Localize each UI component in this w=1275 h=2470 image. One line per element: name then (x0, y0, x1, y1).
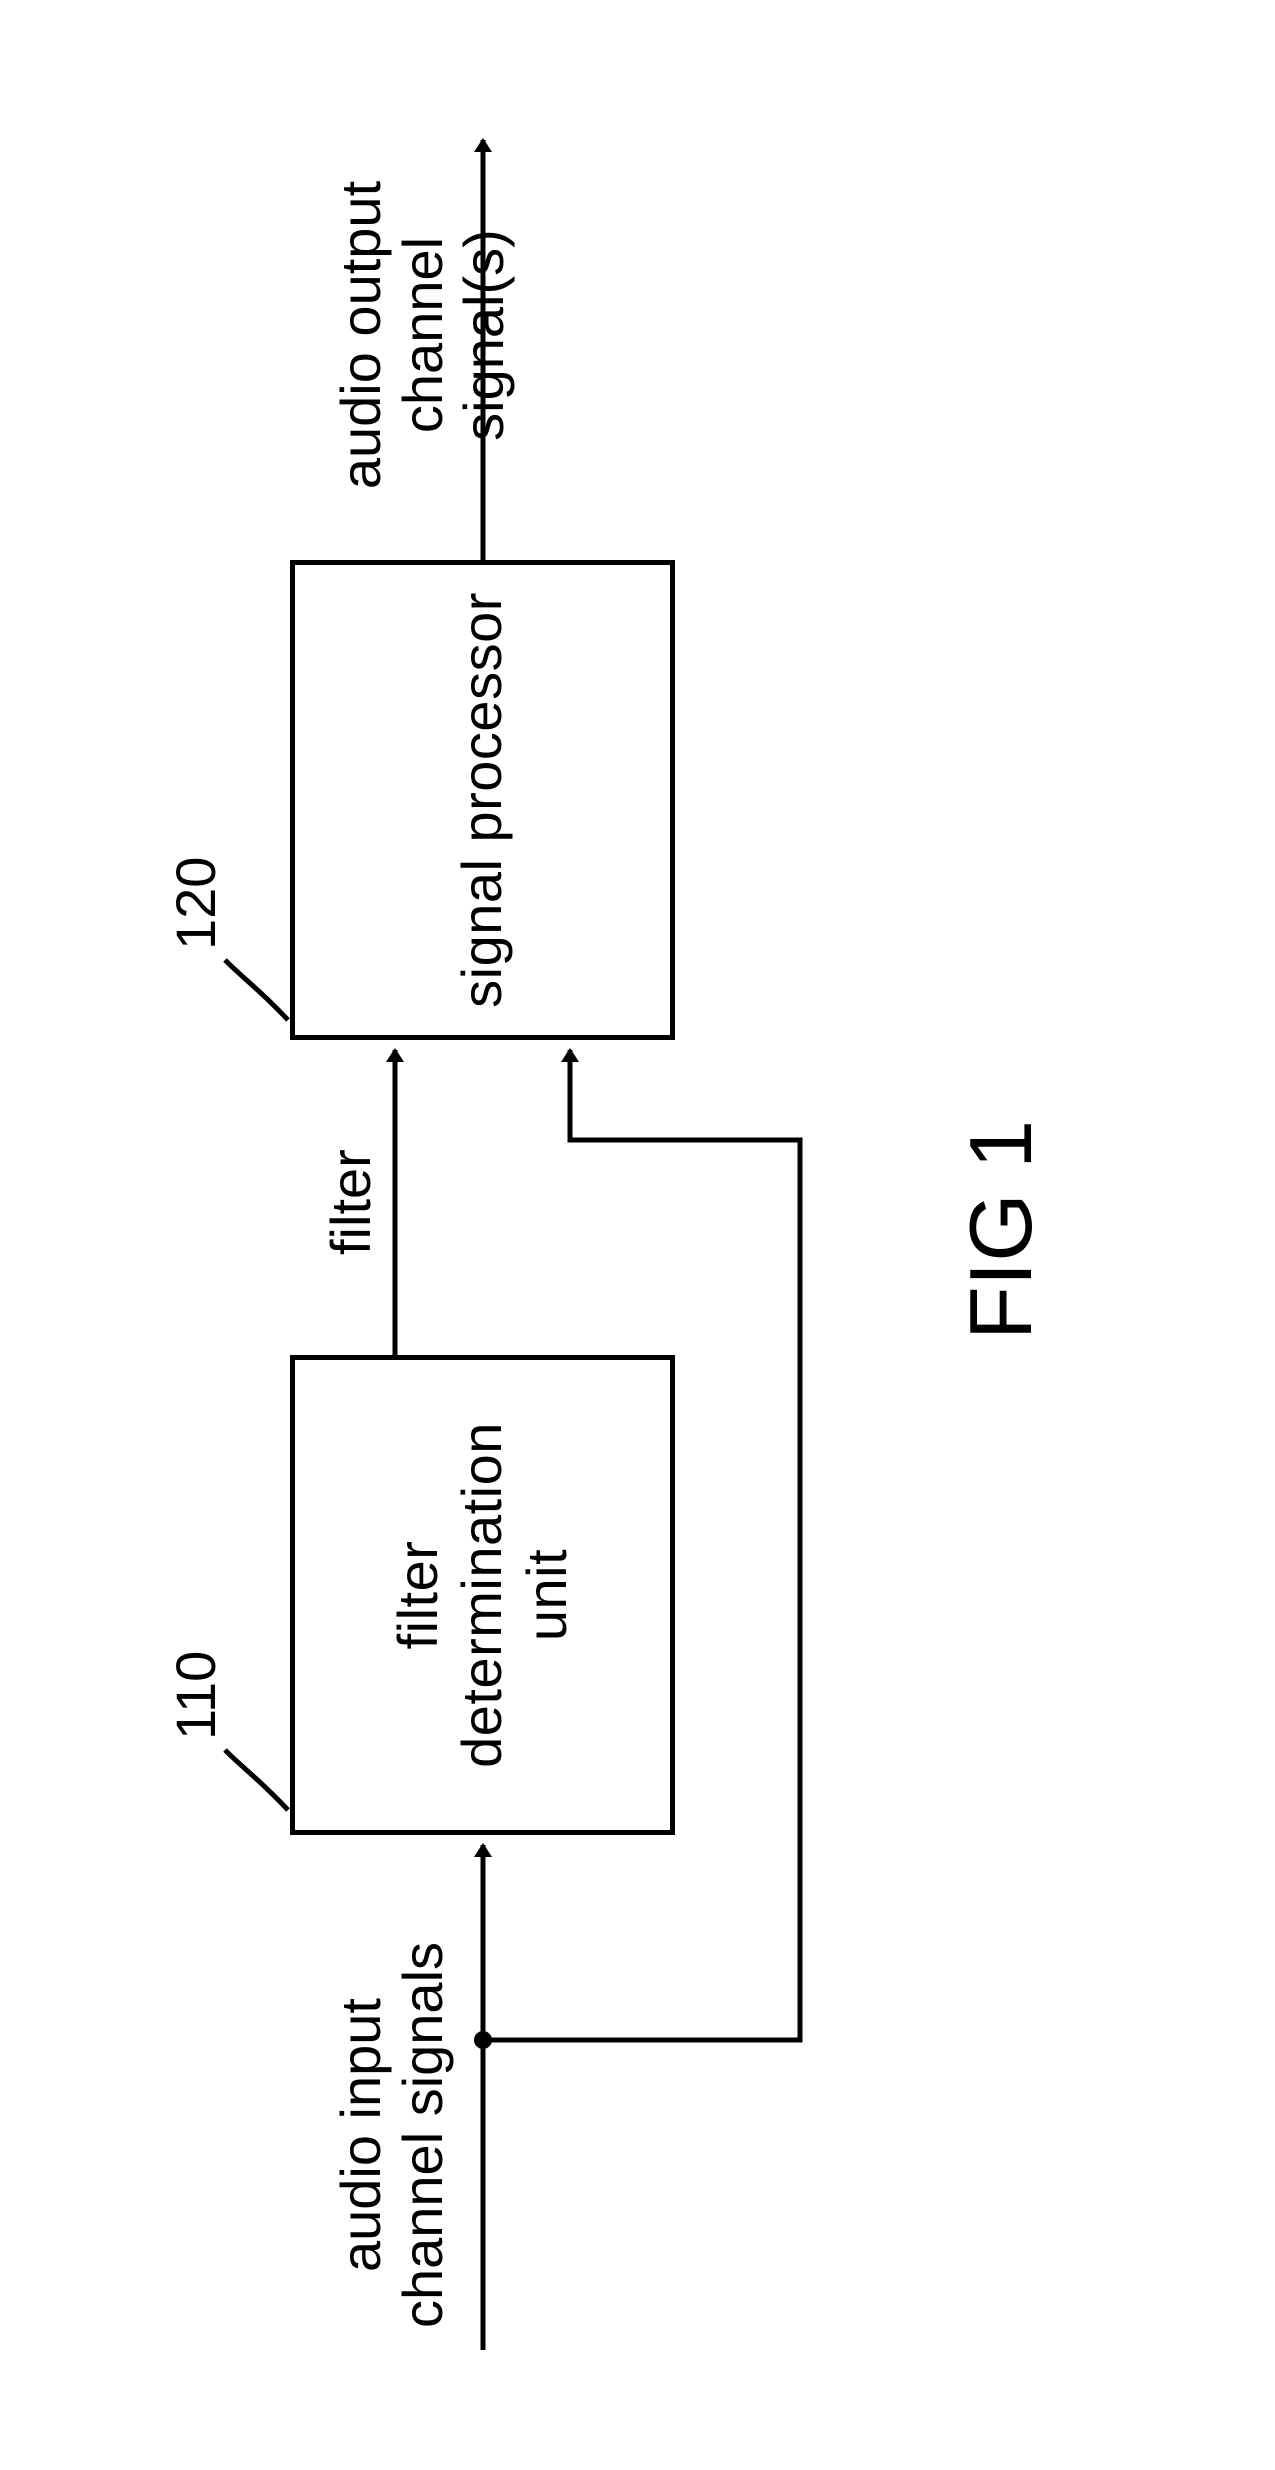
junction-dot (474, 2031, 492, 2049)
node-filter-determination-unit: filter determination unit (290, 1355, 675, 1835)
input-signal-label: audio input channel signals (330, 1940, 453, 2330)
diagram-container: filter determination unit signal process… (0, 0, 1275, 2470)
node-signal-processor-label: signal processor (450, 592, 514, 1008)
node-filter-determination-unit-label: filter determination unit (386, 1422, 579, 1768)
ref-number-110: 110 (165, 1651, 227, 1740)
ref-number-120: 120 (165, 857, 227, 950)
ref-squiggle-110 (225, 1750, 288, 1810)
ref-squiggle-120 (225, 960, 288, 1020)
output-signal-label: audio output channel signal(s) (330, 130, 515, 540)
figure-caption: FIG 1 (950, 1120, 1052, 1340)
filter-edge-label: filter (320, 1149, 382, 1255)
wires-svg (0, 0, 1275, 2470)
node-signal-processor: signal processor (290, 560, 675, 1040)
rotated-canvas: filter determination unit signal process… (0, 0, 1275, 2470)
